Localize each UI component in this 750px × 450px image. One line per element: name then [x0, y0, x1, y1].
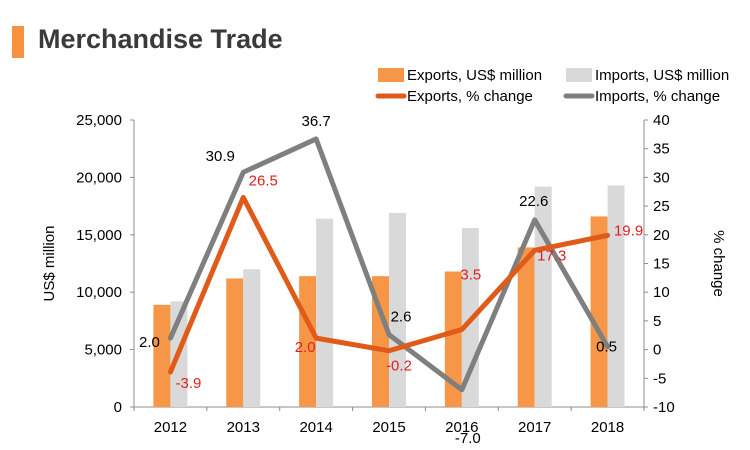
y-tick-label-left: 10,000	[76, 284, 122, 301]
legend-exports-line-label: Exports, % change	[407, 88, 533, 105]
legend-imports-bar-swatch	[566, 68, 592, 82]
title-accent-bar	[12, 26, 24, 58]
exports-bar	[590, 216, 608, 407]
exports-change-label: 26.5	[249, 172, 278, 189]
imports-change-label: -7.0	[455, 430, 481, 447]
y-tick-label-right: 10	[653, 284, 670, 301]
exports-change-label: -3.9	[175, 375, 201, 392]
y-tick-label-left: 15,000	[76, 227, 122, 244]
x-tick-label: 2015	[372, 419, 405, 436]
exports-change-line	[167, 194, 611, 375]
imports-change-label: 2.6	[391, 309, 412, 326]
y-tick-label-left: 25,000	[76, 112, 122, 129]
y-tick-label-right: 35	[653, 141, 670, 158]
x-tick-label: 2018	[591, 419, 624, 436]
y-tick-label-right: -10	[653, 399, 675, 416]
legend-imports-bar-label: Imports, US$ million	[595, 67, 729, 84]
exports-change-label: 3.5	[460, 267, 481, 284]
y-tick-label-right: 0	[653, 342, 661, 359]
x-tick-label: 2012	[154, 419, 187, 436]
legend-exports-bar-swatch	[378, 68, 404, 82]
x-tick-label: 2013	[227, 419, 260, 436]
x-tick-label: 2016	[445, 419, 478, 436]
y-tick-label-left: 20,000	[76, 169, 122, 186]
exports-change-label: -0.2	[386, 358, 412, 375]
exports-change-label: 19.9	[614, 222, 643, 239]
y-tick-label-right: 20	[653, 227, 670, 244]
y-tick-label-right: 15	[653, 256, 670, 273]
exports-bar	[517, 247, 535, 407]
imports-bar	[316, 218, 334, 407]
exports-bar	[226, 278, 244, 407]
exports-bar	[372, 276, 389, 407]
imports-change-label: 0.5	[596, 339, 617, 356]
x-tick-label: 2014	[299, 419, 332, 436]
y-tick-label-left: 0	[114, 399, 122, 416]
exports-bar	[444, 271, 462, 407]
y-tick-label-right: 5	[653, 313, 661, 330]
imports-change-line	[167, 136, 611, 393]
y-tick-label-left: 5,000	[84, 342, 122, 359]
exports-bar	[153, 304, 171, 407]
y-tick-label-right: 25	[653, 198, 670, 215]
exports-change-label: 17.3	[537, 247, 566, 264]
legend-exports-bar-label: Exports, US$ million	[407, 67, 542, 84]
y-axis-title-right: % change	[710, 230, 727, 297]
x-tick-label: 2017	[518, 419, 551, 436]
imports-change-label: 22.6	[519, 193, 548, 210]
imports-change-label: 2.0	[139, 334, 160, 351]
y-tick-label-right: -5	[653, 370, 666, 387]
imports-bar	[607, 185, 625, 407]
page-title: Merchandise Trade	[38, 24, 283, 54]
imports-bar	[243, 269, 261, 407]
y-tick-label-right: 40	[653, 112, 670, 129]
y-tick-label-right: 30	[653, 169, 670, 186]
imports-change-label: 30.9	[206, 148, 235, 165]
imports-bar	[389, 212, 406, 407]
legend-imports-line-label: Imports, % change	[595, 88, 720, 105]
imports-change-label: 36.7	[302, 113, 331, 130]
y-axis-title-left: US$ million	[41, 226, 58, 302]
exports-change-label: 2.0	[295, 339, 316, 356]
